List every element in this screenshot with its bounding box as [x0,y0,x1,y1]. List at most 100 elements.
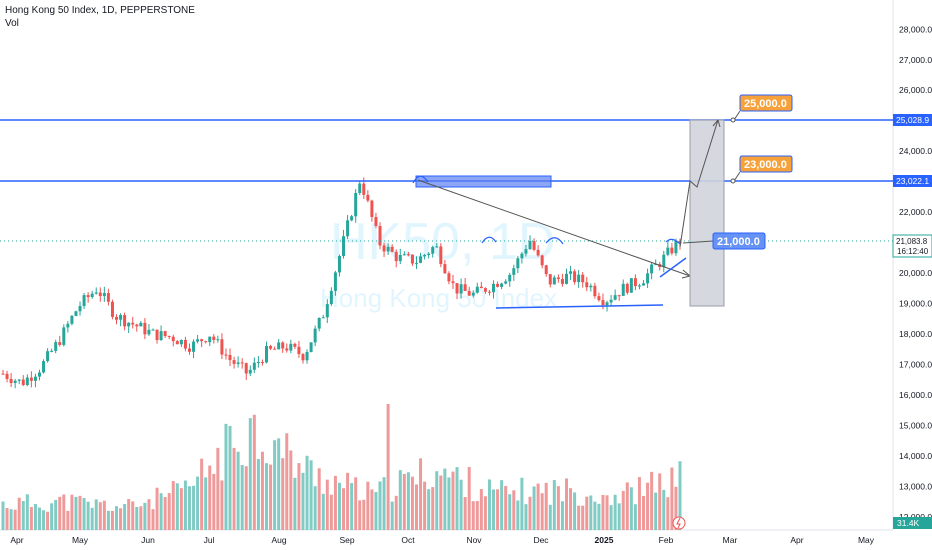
volume-bar [658,473,662,530]
candle-body [301,354,305,361]
candle-body [46,351,50,362]
candle-body [269,346,273,349]
time-tick-label: May [72,535,89,545]
volume-bar [208,465,212,530]
volume-bar [410,476,414,530]
candle-body [528,241,532,250]
candle-body [552,277,556,285]
volume-bar [662,489,666,530]
peak-arc-oct [412,175,429,184]
volume-bar [119,508,123,530]
candle-body [204,341,208,343]
time-tick-label: Mar [723,535,738,545]
volume-bar [593,501,597,530]
candle-body [435,246,439,248]
volume-bar [382,477,386,530]
volume-bar [637,477,641,530]
candle-body [642,283,646,286]
candle-body [390,246,394,252]
volume-bar [192,485,196,530]
volume-bar [451,471,455,530]
resistance-zone-box[interactable] [415,175,552,188]
candle-body [467,290,471,296]
candle-body [236,362,240,364]
volume-bar [500,480,504,530]
candle-body [135,324,139,327]
current-label-21000[interactable]: 21,000.0 [712,232,766,250]
target-label-25000[interactable]: 25,000.0 [739,94,793,112]
volume-bar [512,490,516,530]
candle-body [646,273,650,284]
volume-bar [362,499,366,530]
candle-body [378,225,382,246]
volume-bar [98,502,102,530]
support-line[interactable] [495,304,664,309]
descending-trendline[interactable] [417,179,691,277]
volume-bar [123,503,127,530]
volume-bar [414,484,418,530]
volume-bar [674,486,678,530]
volume-bar [524,504,528,530]
candle-body [650,264,654,274]
volume-bar [544,482,548,530]
volume-bar [589,495,593,530]
projected-path-arrowhead [712,119,721,128]
candle-body [143,322,147,335]
volume-bar [528,496,532,530]
price-candles [1,177,682,389]
volume-bar [196,476,200,530]
target-label-23000[interactable]: 23,000.0 [739,155,793,173]
volume-bar [102,500,106,530]
candle-body [260,362,264,364]
volume-bar [625,482,629,530]
level-badge-23022: 23,022.1 [893,175,932,187]
volume-bar [248,418,252,530]
candle-body [90,293,94,298]
price-axis[interactable]: 28,000.027,000.026,000.025,000.024,000.0… [899,24,932,522]
volume-bar [540,493,544,530]
price-tick-label: 27,000.0 [899,55,932,65]
candle-body [577,274,581,283]
volume-bars [1,404,682,530]
volume-bar [654,492,658,530]
candle-body [532,241,536,250]
candle-body [560,279,564,284]
volume-bar [167,493,171,530]
candle-body [159,331,163,341]
volume-bar [601,494,605,530]
candle-body [196,339,200,342]
candle-body [512,268,516,275]
candle-body [321,317,325,319]
projected-path[interactable] [679,119,719,248]
candle-body [325,304,329,318]
time-tick-label: Jun [141,535,155,545]
candle-body [17,379,21,381]
lightning-icon[interactable] [672,516,686,530]
volume-bar [642,496,646,530]
candle-body [252,362,256,370]
candle-body [42,361,46,373]
candle-body [427,253,431,256]
projection-range-box[interactable] [689,119,725,307]
peak-arc-dec [545,237,564,245]
volume-bar [46,511,50,530]
breakout-line[interactable] [659,257,687,278]
candle-body [492,283,496,293]
volume-bar [277,438,281,530]
volume-bar [70,494,74,530]
peak-arc-feb [665,238,681,245]
volume-indicator-label: Vol [5,18,19,29]
candle-body [439,246,443,265]
candle-body [593,285,597,297]
time-axis[interactable]: Apr May Jun Jul Aug Sep Oct Nov Dec 2025 Feb Mar Apr… [10,535,874,545]
volume-bar [560,501,564,530]
volume-bar [289,450,293,530]
candle-body [50,350,54,352]
volume-bar [374,492,378,530]
candle-body [13,380,17,384]
candle-body [74,311,78,316]
price-tick-label: 14,000.0 [899,451,932,461]
candle-body [244,363,248,374]
candle-body [167,336,171,338]
